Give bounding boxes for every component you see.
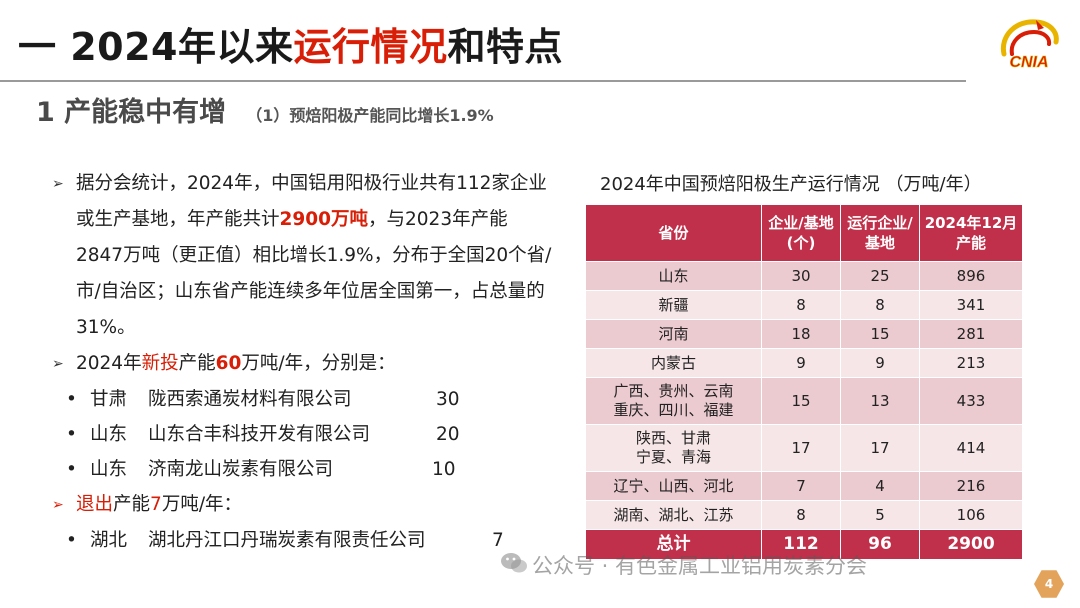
- section-heading: 1 产能稳中有增 （1）预焙阳极产能同比增长1.9%: [36, 90, 494, 129]
- table-row: 陕西、甘肃 宁夏、青海 17 17 414: [585, 424, 1023, 472]
- page-title: 一 2024年以来运行情况和特点: [18, 16, 563, 72]
- arrow-bullet-icon: ➢: [52, 497, 64, 513]
- watermark-text: 公众号 · 有色金属工业铝用炭素分会: [532, 554, 868, 578]
- list-item: • 甘肃 陇西索通炭材料有限公司 30: [52, 382, 552, 417]
- title-divider: [0, 80, 966, 82]
- arrow-bullet-icon: ➢: [52, 176, 64, 192]
- arrow-bullet-icon: ➢: [52, 356, 64, 372]
- page-number-badge: 4: [1034, 570, 1064, 598]
- table-row: 山东 30 25 896: [585, 261, 1023, 291]
- table-title: 2024年中国预焙阳极生产运行情况 （万吨/年）: [600, 174, 982, 195]
- title-suffix: 和特点: [447, 25, 564, 69]
- header-operating: 运行企业/基地: [840, 204, 920, 262]
- table-row: 湖南、湖北、江苏 8 5 106: [585, 500, 1023, 530]
- table-row: 河南 18 15 281: [585, 319, 1023, 349]
- list-item: • 山东 济南龙山炭素有限公司 10: [52, 452, 552, 487]
- table-header-row: 省份 企业/基地 (个) 运行企业/基地 2024年12月 产能: [585, 204, 1023, 262]
- capacity-table: 省份 企业/基地 (个) 运行企业/基地 2024年12月 产能 山东 30 25 896…: [585, 204, 1023, 560]
- header-province: 省份: [585, 204, 762, 262]
- paragraph-new-capacity: ➢ 2024年新投产能60万吨/年，分别是：: [52, 346, 552, 382]
- logo-text: CNIA: [1009, 54, 1048, 71]
- exit-capacity-list: • 湖北 湖北丹江口丹瑞炭素有限责任公司 7: [52, 523, 552, 558]
- bullet-dot-icon: •: [66, 389, 77, 410]
- table-row: 新疆 8 8 341: [585, 290, 1023, 320]
- title-highlight: 运行情况: [293, 25, 448, 69]
- body-text: ➢ 据分会统计，2024年，中国铝用阳极行业共有112家企业或生产基地，年产能共…: [52, 166, 552, 558]
- table-total-row: 总计 112 96 2900: [585, 529, 1023, 560]
- table-row: 辽宁、山西、河北 7 4 216: [585, 471, 1023, 501]
- paragraph-statistics: ➢ 据分会统计，2024年，中国铝用阳极行业共有112家企业或生产基地，年产能共…: [52, 166, 552, 346]
- capacity-highlight: 2900万吨: [279, 209, 369, 230]
- title-prefix: 一 2024年以来: [18, 25, 294, 69]
- bullet-dot-icon: •: [66, 530, 77, 551]
- list-item: • 山东 山东合丰科技开发有限公司 20: [52, 417, 552, 452]
- table-row: 内蒙古 9 9 213: [585, 348, 1023, 378]
- wechat-icon: [501, 553, 527, 573]
- section-title: 1 产能稳中有增: [36, 97, 227, 128]
- bullet-dot-icon: •: [66, 424, 77, 445]
- list-item: • 湖北 湖北丹江口丹瑞炭素有限责任公司 7: [52, 523, 552, 558]
- header-capacity: 2024年12月 产能: [919, 204, 1023, 262]
- bullet-dot-icon: •: [66, 459, 77, 480]
- new-capacity-list: • 甘肃 陇西索通炭材料有限公司 30 • 山东 山东合丰科技开发有限公司 20 • 山东 济南…: [52, 382, 552, 487]
- section-subtitle: （1）预焙阳极产能同比增长1.9%: [246, 106, 494, 125]
- paragraph-exit-capacity: ➢ 退出产能7万吨/年：: [52, 487, 552, 523]
- cnia-logo: CNIA: [1000, 19, 1059, 71]
- header-enterprises: 企业/基地 (个): [761, 204, 841, 262]
- table-row: 广西、贵州、云南 重庆、四川、福建 15 13 433: [585, 377, 1023, 425]
